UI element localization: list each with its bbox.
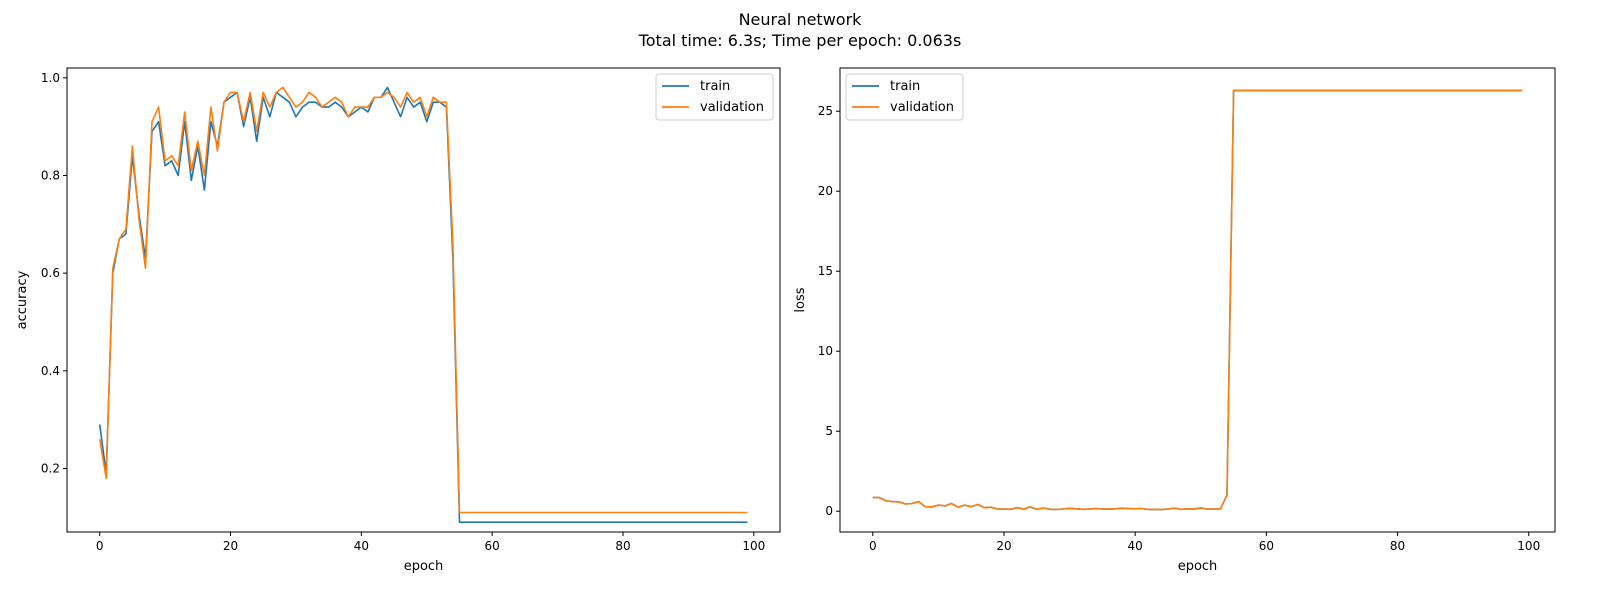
y-tick-label: 0.2	[41, 462, 60, 476]
y-tick-label: 5	[825, 424, 833, 438]
x-tick-label: 100	[1517, 539, 1540, 553]
x-tick-label: 100	[742, 539, 765, 553]
y-tick-label: 25	[818, 104, 833, 118]
legend: train validation	[845, 73, 964, 121]
y-tick-label: 0.4	[41, 364, 60, 378]
legend-label-validation: validation	[890, 100, 954, 115]
figure-subtitle: Total time: 6.3s; Time per epoch: 0.063s	[638, 31, 962, 50]
x-tick-label: 40	[354, 539, 369, 553]
x-tick-label: 20	[996, 539, 1011, 553]
legend: train validation	[655, 73, 774, 121]
y-tick-label: 1.0	[41, 71, 60, 85]
x-tick-label: 60	[485, 539, 500, 553]
series-line-train	[872, 89, 1523, 511]
x-axis-label: epoch	[1178, 559, 1218, 574]
legend-label-train: train	[700, 79, 730, 94]
y-axis-label: accuracy	[15, 270, 30, 329]
series-line-validation	[98, 86, 748, 514]
y-tick-label: 15	[818, 264, 833, 278]
axes-frame	[66, 67, 781, 533]
y-tick-label: 20	[818, 184, 833, 198]
x-tick-label: 0	[96, 539, 104, 553]
x-axis-label: epoch	[404, 559, 444, 574]
x-tick-label: 0	[869, 539, 877, 553]
axes-frame	[839, 67, 1556, 533]
x-tick-label: 80	[1390, 539, 1405, 553]
series-line-validation	[872, 89, 1523, 511]
y-tick-label: 0	[825, 504, 833, 518]
y-tick-label: 10	[818, 344, 833, 358]
legend-label-train: train	[890, 79, 920, 94]
y-tick-label: 0.8	[41, 168, 60, 182]
y-axis-label: loss	[793, 287, 808, 312]
figure-title: Neural network	[738, 10, 862, 29]
series-line-train	[98, 86, 748, 524]
x-tick-label: 40	[1128, 539, 1143, 553]
legend-label-validation: validation	[700, 100, 764, 115]
x-tick-label: 20	[223, 539, 238, 553]
chart-accuracy: 0 20 40 60 80 100 0.2 0.4 0.6 0.8 1.0 epoch accuracy…	[15, 67, 781, 574]
x-tick-label: 60	[1259, 539, 1274, 553]
y-tick-label: 0.6	[41, 266, 60, 280]
x-tick-label: 80	[615, 539, 630, 553]
chart-loss: 0 20 40 60 80 100 0 5 10 15 20 25 epoch loss train vali…	[793, 67, 1556, 574]
